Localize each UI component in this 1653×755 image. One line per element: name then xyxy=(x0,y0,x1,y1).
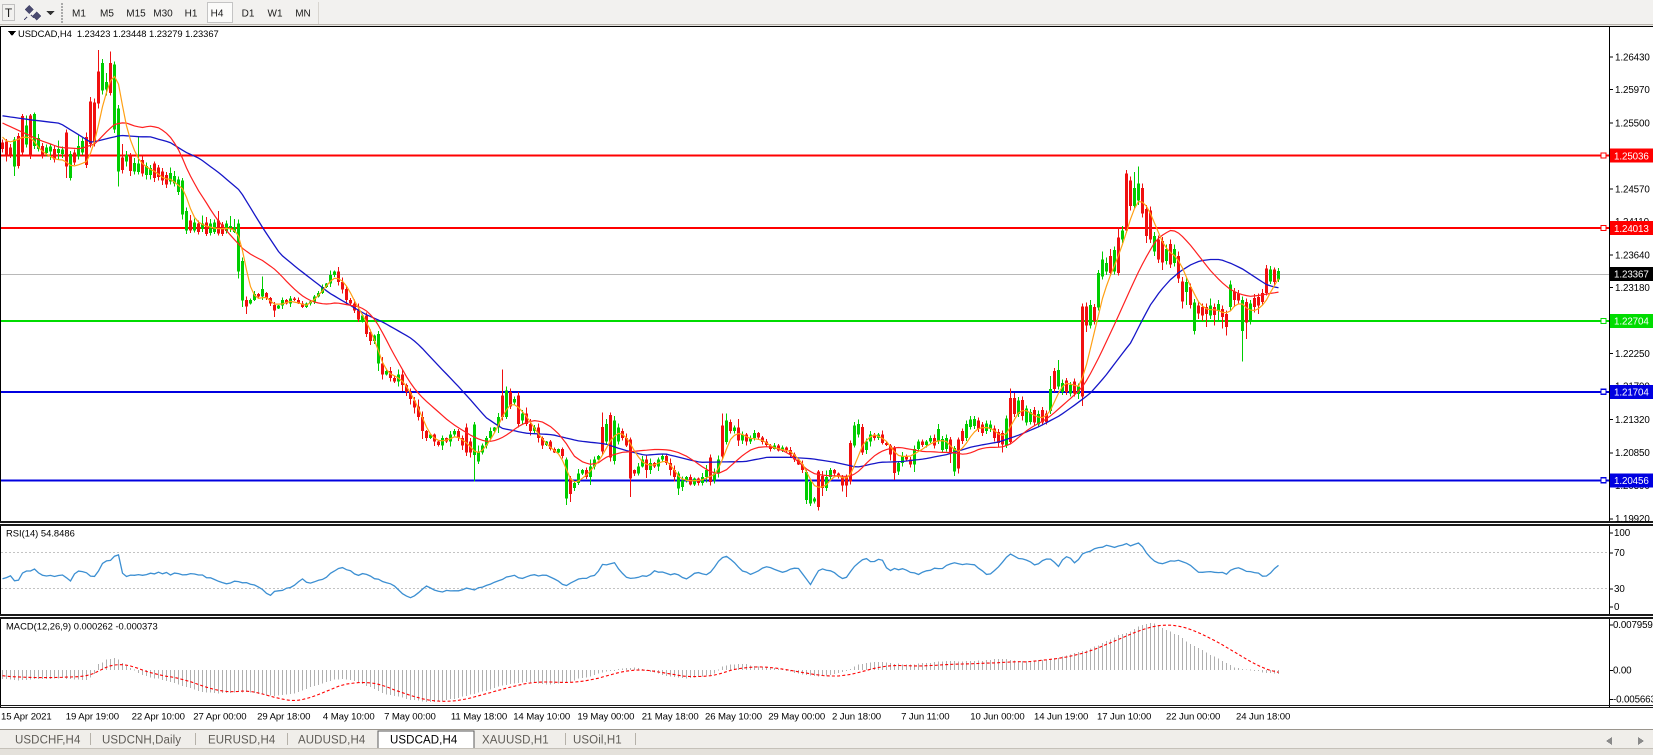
svg-text:4 May 10:00: 4 May 10:00 xyxy=(323,712,375,723)
svg-text:USDCNH,Daily: USDCNH,Daily xyxy=(102,735,181,747)
svg-text:1.23640: 1.23640 xyxy=(1615,250,1650,261)
svg-text:RSI(14) 54.8486: RSI(14) 54.8486 xyxy=(6,528,75,539)
svg-text:1.23367: 1.23367 xyxy=(1614,270,1649,281)
svg-text:M15: M15 xyxy=(126,9,146,20)
svg-text:1.25970: 1.25970 xyxy=(1615,85,1650,96)
svg-text:USOil,H1: USOil,H1 xyxy=(573,735,622,747)
svg-text:XAUUSD,H1: XAUUSD,H1 xyxy=(482,735,549,747)
svg-text:10 Jun 00:00: 10 Jun 00:00 xyxy=(970,712,1024,723)
svg-text:100: 100 xyxy=(1614,528,1631,539)
svg-text:0.007959: 0.007959 xyxy=(1613,620,1653,631)
svg-text:1.25036: 1.25036 xyxy=(1614,151,1649,162)
svg-text:W1: W1 xyxy=(268,9,283,20)
svg-text:26 May 10:00: 26 May 10:00 xyxy=(705,712,762,723)
svg-text:USDCHF,H4: USDCHF,H4 xyxy=(15,735,81,747)
svg-text:-0.005663: -0.005663 xyxy=(1613,694,1653,705)
svg-text:H1: H1 xyxy=(185,9,198,20)
svg-text:T: T xyxy=(5,6,13,20)
svg-text:1.24013: 1.24013 xyxy=(1614,224,1649,235)
svg-text:17 Jun 10:00: 17 Jun 10:00 xyxy=(1097,712,1151,723)
svg-text:29 Apr 18:00: 29 Apr 18:00 xyxy=(257,712,310,723)
svg-text:30: 30 xyxy=(1614,584,1625,595)
svg-text:M5: M5 xyxy=(100,9,114,20)
svg-text:USDCAD,H4 1.23423 1.23448 1.2: USDCAD,H4 1.23423 1.23448 1.23279 1.2336… xyxy=(18,28,219,39)
svg-text:24 Jun 18:00: 24 Jun 18:00 xyxy=(1236,712,1290,723)
svg-text:USDCAD,H4: USDCAD,H4 xyxy=(390,735,458,747)
svg-text:1.21320: 1.21320 xyxy=(1615,415,1650,426)
svg-text:1.21704: 1.21704 xyxy=(1614,388,1649,399)
svg-text:22 Jun 00:00: 22 Jun 00:00 xyxy=(1166,712,1220,723)
svg-text:7 May 00:00: 7 May 00:00 xyxy=(384,712,436,723)
svg-text:0.00: 0.00 xyxy=(1613,665,1632,676)
svg-text:1.20850: 1.20850 xyxy=(1615,448,1650,459)
svg-text:0: 0 xyxy=(1614,602,1620,613)
svg-text:15 Apr 2021: 15 Apr 2021 xyxy=(1,712,52,723)
svg-text:M1: M1 xyxy=(72,9,86,20)
svg-text:EURUSD,H4: EURUSD,H4 xyxy=(208,735,276,747)
svg-text:70: 70 xyxy=(1614,548,1625,559)
svg-text:11 May 18:00: 11 May 18:00 xyxy=(451,712,507,723)
svg-text:19 May 00:00: 19 May 00:00 xyxy=(577,712,634,723)
svg-text:21 May 18:00: 21 May 18:00 xyxy=(642,712,699,723)
svg-text:14 Jun 19:00: 14 Jun 19:00 xyxy=(1034,712,1088,723)
svg-text:1.19920: 1.19920 xyxy=(1615,514,1650,525)
svg-text:1.22250: 1.22250 xyxy=(1615,349,1650,360)
svg-text:14 May 10:00: 14 May 10:00 xyxy=(513,712,570,723)
svg-text:1.26430: 1.26430 xyxy=(1615,52,1650,63)
svg-text:1.22704: 1.22704 xyxy=(1614,317,1649,328)
svg-text:2 Jun 18:00: 2 Jun 18:00 xyxy=(832,712,881,723)
svg-text:7 Jun 11:00: 7 Jun 11:00 xyxy=(901,712,949,723)
svg-text:MN: MN xyxy=(295,9,311,20)
svg-text:29 May 00:00: 29 May 00:00 xyxy=(768,712,825,723)
svg-text:H4: H4 xyxy=(211,9,224,20)
svg-text:1.20456: 1.20456 xyxy=(1614,476,1649,487)
svg-text:AUDUSD,H4: AUDUSD,H4 xyxy=(298,735,366,747)
svg-text:27 Apr 00:00: 27 Apr 00:00 xyxy=(193,712,246,723)
svg-text:1.23180: 1.23180 xyxy=(1615,283,1650,294)
svg-text:M30: M30 xyxy=(153,9,173,20)
svg-text:22 Apr 10:00: 22 Apr 10:00 xyxy=(132,712,185,723)
svg-text:19 Apr 19:00: 19 Apr 19:00 xyxy=(66,712,119,723)
svg-text:1.25500: 1.25500 xyxy=(1615,118,1650,129)
svg-text:1.24570: 1.24570 xyxy=(1615,184,1650,195)
svg-text:MACD(12,26,9) 0.000262 -0.0003: MACD(12,26,9) 0.000262 -0.000373 xyxy=(6,621,158,632)
svg-text:D1: D1 xyxy=(242,9,255,20)
